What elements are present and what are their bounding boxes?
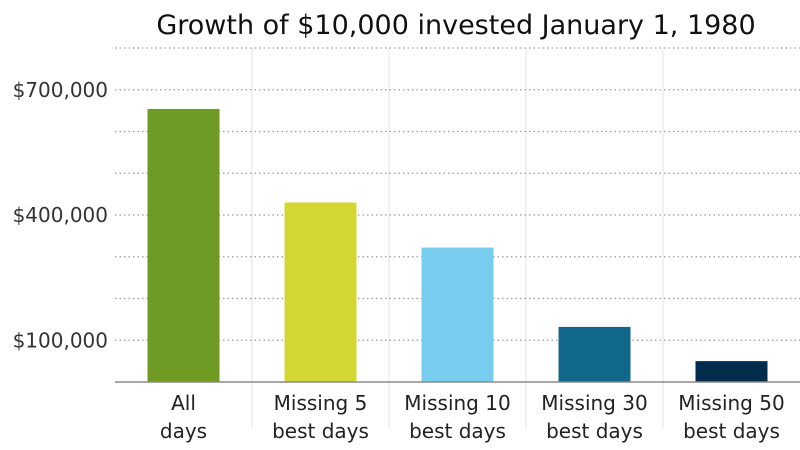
y-tick-label: $100,000 xyxy=(13,328,108,352)
x-tick-label: best days xyxy=(409,419,506,443)
y-axis-ticks: $100,000 $400,000 $700,000 xyxy=(13,78,108,353)
x-tick-label: Missing 30 xyxy=(541,391,647,415)
bar xyxy=(284,202,357,382)
x-tick-label: best days xyxy=(272,419,369,443)
y-tick-label: $700,000 xyxy=(13,78,108,102)
chart-title: Growth of $10,000 invested January 1, 19… xyxy=(156,10,755,41)
x-tick-label: days xyxy=(160,419,207,443)
x-tick-label: Missing 50 xyxy=(678,391,784,415)
bar xyxy=(695,361,768,382)
x-tick-label: best days xyxy=(683,419,780,443)
x-tick-label: Missing 10 xyxy=(404,391,510,415)
category-labels: All days Missing 5 best days Missing 10 best … xyxy=(160,391,785,443)
bar xyxy=(558,326,631,382)
bars xyxy=(115,108,800,383)
y-tick-label: $400,000 xyxy=(13,203,108,227)
bar xyxy=(421,247,494,382)
x-tick-label: Missing 5 xyxy=(274,391,368,415)
x-tick-label: All xyxy=(171,391,196,415)
x-tick-label: best days xyxy=(546,419,643,443)
bar xyxy=(147,108,220,382)
